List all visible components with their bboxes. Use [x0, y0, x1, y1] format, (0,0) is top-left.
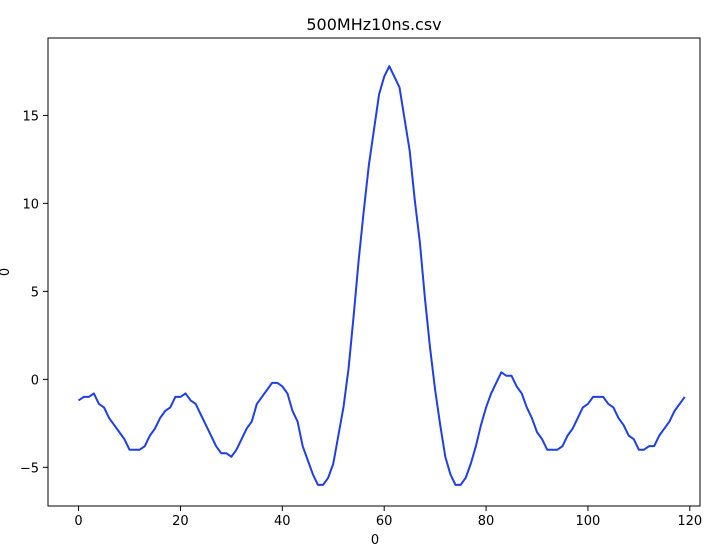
x-tick-label: 120	[677, 514, 702, 529]
y-tick-label: 5	[31, 285, 39, 300]
series-line-0	[77, 65, 686, 486]
x-tick-label: 60	[376, 514, 393, 529]
x-tick-label: 100	[576, 514, 601, 529]
x-tick-label: 40	[274, 514, 291, 529]
x-axis-ticks: 0 20 40 60 80 100 120	[74, 506, 702, 529]
y-tick-label: 15	[22, 109, 39, 124]
y-tick-label: 10	[22, 197, 39, 212]
chart-title: 500MHz10ns.csv	[306, 15, 441, 34]
x-tick-label: 80	[478, 514, 495, 529]
y-axis-label: 0	[0, 268, 13, 276]
x-tick-label: 20	[172, 514, 189, 529]
plot-frame	[47, 37, 701, 507]
plot-area	[47, 37, 701, 507]
y-tick-label: 0	[31, 373, 39, 388]
x-tick-label: 0	[74, 514, 82, 529]
x-axis-label: 0	[371, 533, 379, 548]
y-axis-ticks: −5 0 5 10 15	[20, 109, 48, 476]
y-tick-label: −5	[20, 461, 39, 476]
